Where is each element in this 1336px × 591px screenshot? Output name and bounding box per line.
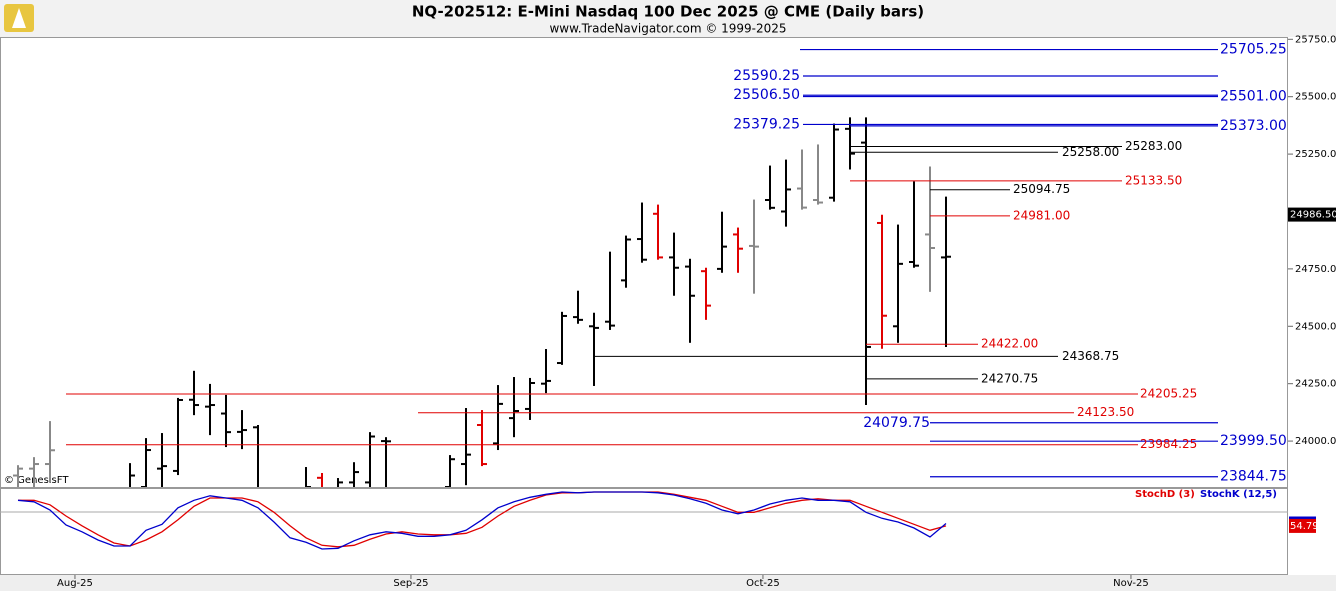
- level-label: 25501.00: [1220, 88, 1287, 104]
- level-label: 23999.50: [1220, 433, 1287, 449]
- x-tick-label: Aug-25: [57, 578, 93, 589]
- stoch-line: [18, 491, 947, 548]
- source-note: © GenesisFT: [4, 475, 69, 486]
- x-tick-label: Oct-25: [746, 578, 780, 589]
- chart-title: NQ-202512: E-Mini Nasdaq 100 Dec 2025 @ …: [412, 3, 924, 21]
- stoch-line: [17, 491, 947, 550]
- x-tick-label: Sep-25: [393, 578, 428, 589]
- y-tick-label: 24750.00: [1295, 264, 1336, 275]
- level-label: 25258.00: [1062, 145, 1119, 159]
- value-label: 54.79: [1290, 521, 1319, 532]
- legend-entry: StochD (3): [1135, 489, 1195, 500]
- level-label: 24205.25: [1140, 386, 1197, 400]
- main-panel: [0, 37, 1288, 488]
- y-tick-label: 24000.00: [1295, 436, 1336, 447]
- date-axis-bg: [0, 575, 1336, 591]
- level-label: 25705.25: [1220, 42, 1287, 58]
- y-tick-label: 25750.00: [1295, 34, 1336, 45]
- y-tick-label: 24250.00: [1295, 379, 1336, 390]
- level-label: 23844.75: [1220, 469, 1287, 485]
- legend-entry: StochK (12,5): [1200, 489, 1277, 500]
- level-label: 24270.75: [981, 371, 1038, 385]
- chart-subtitle: www.TradeNavigator.com © 1999-2025: [549, 22, 786, 36]
- x-tick-label: Nov-25: [1113, 578, 1149, 589]
- level-label: 24368.75: [1062, 349, 1119, 363]
- y-tick-label: 25250.00: [1295, 149, 1336, 160]
- level-label: 25373.00: [1220, 118, 1287, 134]
- level-label: 24123.50: [1077, 405, 1134, 419]
- stoch-plot: [17, 491, 947, 550]
- price-plot: [13, 117, 951, 487]
- value-box: [1289, 518, 1316, 533]
- logo: [4, 4, 34, 32]
- level-label: 23984.25: [1140, 437, 1197, 451]
- header-bg: [0, 0, 1336, 37]
- overlay: 25750.00 25500.00 25250.00 24750.00 24500.00…: [57, 34, 1336, 589]
- y-tick-label: 25500.00: [1295, 92, 1336, 103]
- level-label: 24079.75: [863, 415, 930, 431]
- stoch-panel: [0, 488, 1288, 575]
- y-tick-label: 24500.00: [1295, 321, 1336, 332]
- level-label: 25133.50: [1125, 173, 1182, 187]
- level-label: 25506.50: [733, 87, 800, 103]
- last-price-box: [1288, 207, 1336, 222]
- level-label: 24981.00: [1013, 208, 1070, 222]
- level-label: 25379.25: [733, 116, 800, 132]
- last-price-label: 24986.50: [1290, 210, 1336, 221]
- level-label: 25283.00: [1125, 139, 1182, 153]
- level-label: 25590.25: [733, 68, 800, 84]
- level-label: 24422.00: [981, 337, 1038, 351]
- level-label: 25094.75: [1013, 182, 1070, 196]
